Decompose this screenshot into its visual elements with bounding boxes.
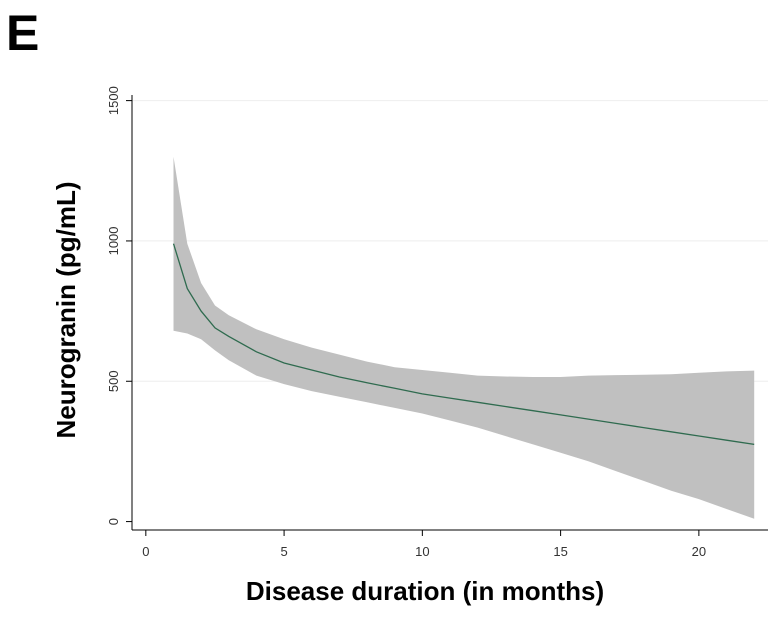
x-tick-label: 10 <box>415 544 429 559</box>
x-tick-label: 0 <box>142 544 149 559</box>
y-tick-label: 500 <box>106 370 121 392</box>
y-axis-title: Neurogranin (pg/mL) <box>51 181 81 438</box>
y-tick-label: 1000 <box>106 226 121 255</box>
x-tick-label: 20 <box>692 544 706 559</box>
x-tick-label: 5 <box>280 544 287 559</box>
panel-label: E <box>6 5 40 61</box>
ticks: 0 500 1000 1500 0 5 10 15 20 <box>106 86 706 559</box>
y-tick-label: 1500 <box>106 86 121 115</box>
y-tick-label: 0 <box>106 518 121 525</box>
x-axis-title: Disease duration (in months) <box>246 576 604 606</box>
series-line <box>172 243 755 446</box>
x-tick-label: 15 <box>553 544 567 559</box>
confidence-band <box>173 156 755 519</box>
